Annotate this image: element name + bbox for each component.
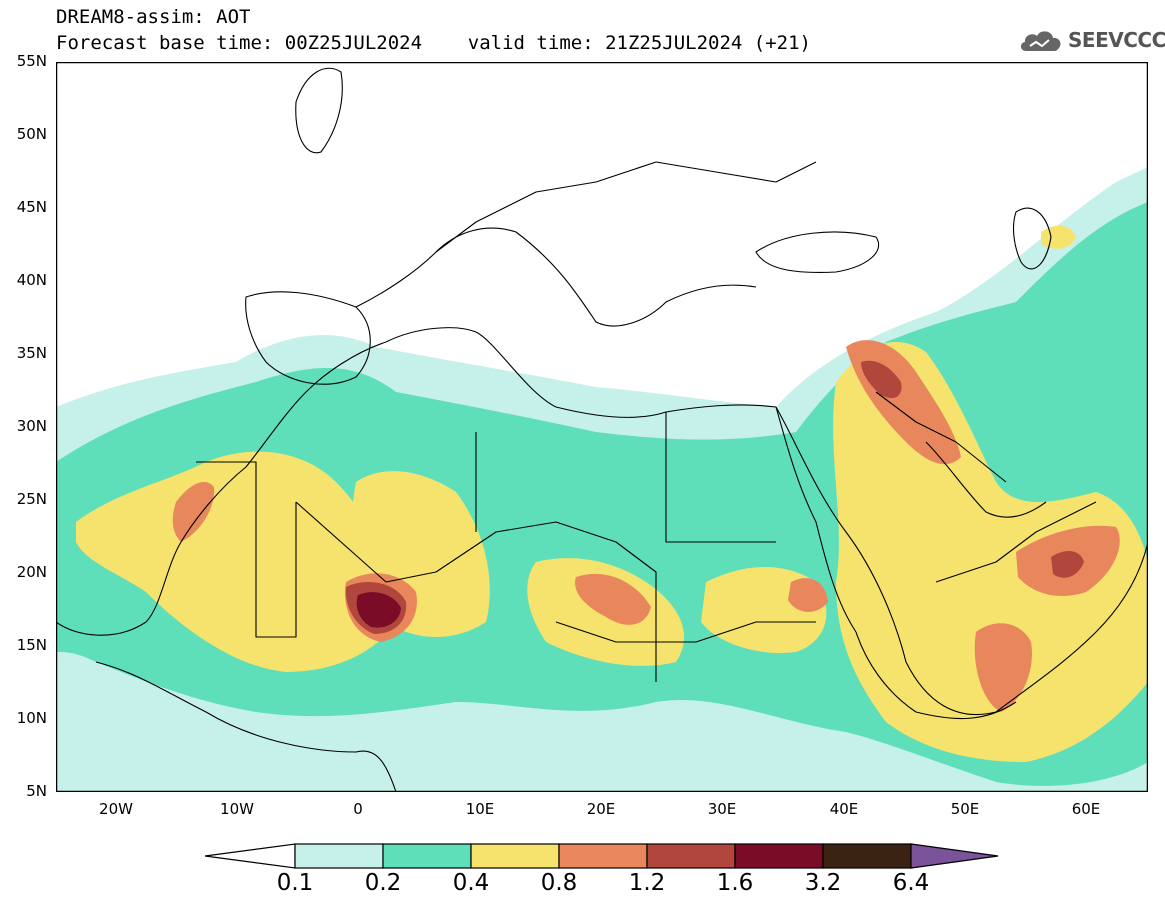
colorbar-bin-6 (822, 843, 912, 869)
interior-border-7 (935, 501, 1097, 583)
lat-label-5n: 5N (26, 782, 47, 800)
colorbar-bin-0 (294, 843, 384, 869)
colorbar-label-1.6: 1.6 (716, 870, 754, 896)
cloud-icon (1020, 31, 1061, 51)
aot-contour-f08d (788, 578, 828, 612)
colorbar-bin-2 (470, 843, 560, 869)
lat-label-25n: 25N (16, 490, 47, 508)
lon-label-60e: 60E (1071, 800, 1101, 818)
colorbar-label-3.2: 3.2 (804, 870, 842, 896)
colorbar-label-0.2: 0.2 (364, 870, 402, 896)
arabia-outline (775, 406, 1148, 716)
aot-contour-f12b (861, 360, 902, 399)
lon-label-30e: 30E (707, 800, 737, 818)
gulf-of-guinea-coast (95, 661, 397, 792)
interior-border-4 (665, 412, 776, 543)
lon-label-50e: 50E (950, 800, 980, 818)
black-sea (755, 231, 879, 273)
caspian-sea (1012, 207, 1052, 270)
lon-label-0: 0 (353, 800, 363, 818)
interior-border-6 (875, 391, 1007, 483)
forecast-time-line: Forecast base time: 00Z25JUL2024 valid t… (56, 32, 811, 54)
lon-label-20e: 20E (586, 800, 616, 818)
west-africa-coast (56, 341, 387, 636)
colorbar-bin-5 (734, 843, 824, 869)
horn-of-africa (855, 631, 1017, 720)
colorbar-bin-4 (646, 843, 736, 869)
colorbar-label-0.8: 0.8 (540, 870, 578, 896)
interior-border-5 (555, 621, 816, 643)
mediterranean-south-coast (385, 327, 777, 418)
logo-text: SEEVCCC (1068, 28, 1165, 52)
red-sea-west (775, 406, 857, 633)
colorbar-label-1.2: 1.2 (628, 870, 666, 896)
lon-label-20w: 20W (99, 800, 133, 818)
lat-label-35n: 35N (16, 344, 47, 362)
france-italy-balkans (355, 227, 757, 327)
aot-contour-f16a (356, 592, 401, 628)
lat-label-55n: 55N (16, 52, 47, 70)
colorbar-arrow-low (204, 843, 296, 869)
seevccc-logo: SEEVCCC (1018, 24, 1165, 56)
interior-border-2 (295, 501, 657, 682)
lon-label-10w: 10W (220, 800, 254, 818)
persian-gulf (925, 441, 1047, 518)
aot-contour-f08g (974, 623, 1032, 712)
lat-label-15n: 15N (16, 636, 47, 654)
lat-label-30n: 30N (16, 417, 47, 435)
interior-border-8 (595, 161, 817, 183)
lat-label-45n: 45N (16, 198, 47, 216)
aot-field-1.6-3.2 (356, 592, 401, 628)
colorbar-label-6.4: 6.4 (892, 870, 930, 896)
lon-label-10e: 10E (465, 800, 495, 818)
aot-map (55, 61, 1149, 793)
aot-contour-f08a (172, 482, 215, 542)
colorbar-label-0.4: 0.4 (452, 870, 490, 896)
coastlines-and-borders (56, 67, 1148, 792)
iberia-outline (245, 291, 371, 385)
britain-outline (295, 67, 343, 154)
aot-contour-f04a (76, 451, 396, 672)
colorbar-bin-3 (558, 843, 648, 869)
aot-colorbar (204, 842, 1000, 870)
lat-label-40n: 40N (16, 271, 47, 289)
lat-label-50n: 50N (16, 125, 47, 143)
interior-border-9 (435, 181, 597, 253)
interior-border-1 (196, 461, 297, 638)
colorbar-label-0.1: 0.1 (276, 870, 314, 896)
map-title: DREAM8-assim: AOT (56, 6, 251, 28)
colorbar-bin-1 (382, 843, 472, 869)
aot-contour-f08c (575, 573, 651, 625)
aot-contour-f12c (1051, 550, 1084, 578)
map-panel (55, 61, 1149, 793)
lat-label-20n: 20N (16, 563, 47, 581)
colorbar-arrow-high (910, 843, 999, 869)
lat-label-10n: 10N (16, 709, 47, 727)
lon-label-40e: 40E (829, 800, 859, 818)
